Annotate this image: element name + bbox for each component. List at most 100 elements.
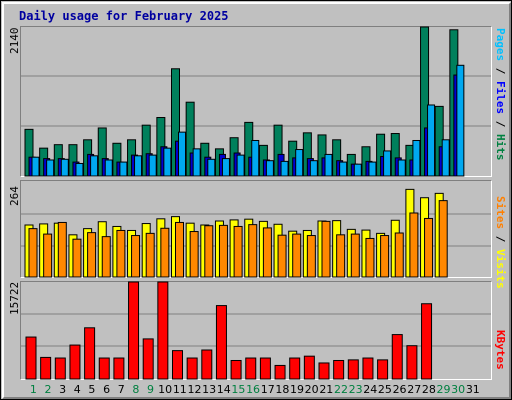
kbytes-bar — [391, 334, 403, 380]
day-label: 26 — [392, 383, 407, 396]
day-label: 29 — [436, 383, 451, 396]
pages-bar — [163, 147, 172, 177]
kbytes-bar — [377, 359, 389, 380]
sites-bar — [131, 235, 141, 278]
sites-bar — [189, 231, 199, 278]
day-label: 18 — [275, 383, 290, 396]
kbytes-bar — [172, 350, 183, 380]
kbytes-bar — [259, 357, 271, 380]
pages-bar — [339, 161, 348, 177]
kbytes-bar — [142, 338, 154, 380]
kbytes-bar — [84, 327, 96, 380]
sites-bar — [424, 217, 434, 278]
sites-bar — [438, 200, 448, 278]
day-label: 1 — [29, 383, 37, 396]
sites-bar — [116, 229, 126, 278]
sites-bar — [145, 232, 155, 278]
pages-bar — [31, 156, 40, 177]
day-label: 19 — [290, 383, 305, 396]
day-label: 17 — [260, 383, 275, 396]
day-label: 21 — [319, 383, 334, 396]
kbytes-bar — [303, 355, 315, 380]
kbytes-bar — [362, 357, 374, 380]
chart-title: Daily usage for February 2025 — [19, 9, 229, 23]
day-label: 7 — [117, 383, 125, 396]
kbytes-bar — [347, 359, 359, 380]
day-label: 31 — [465, 383, 480, 396]
sites-bar — [394, 232, 404, 278]
day-label: 16 — [246, 383, 261, 396]
sites-bar — [262, 227, 272, 278]
pages-bar — [441, 139, 450, 177]
pages-bar — [295, 149, 304, 177]
pages-bar — [456, 64, 465, 177]
day-label: 6 — [103, 383, 111, 396]
pages-bar — [75, 162, 84, 177]
day-label: 9 — [147, 383, 155, 396]
day-label: 3 — [59, 383, 67, 396]
sites-bar — [160, 227, 170, 278]
kbytes-bar — [230, 359, 242, 380]
pages-bar — [90, 155, 99, 177]
sites-bar — [72, 238, 82, 278]
sites-bar — [277, 234, 287, 278]
day-label: 10 — [158, 383, 173, 396]
kbytes-bar — [98, 357, 110, 380]
kbytes-bar — [128, 281, 140, 380]
day-label: 20 — [304, 383, 319, 396]
day-label: 2 — [44, 383, 52, 396]
sites-bar — [248, 224, 258, 278]
pages-bar — [397, 159, 406, 177]
sites-bar — [365, 237, 375, 278]
sites-bar — [28, 228, 38, 278]
day-label: 14 — [216, 383, 231, 396]
sites-bar — [218, 224, 228, 278]
pages-bar — [178, 131, 186, 177]
pages-bar — [383, 150, 392, 177]
day-label: 22 — [333, 383, 348, 396]
sites-bar — [175, 221, 184, 278]
pages-bar — [104, 159, 113, 177]
pages-bar — [207, 158, 216, 177]
kbytes-bar — [113, 357, 125, 380]
kbytes-bar — [333, 359, 345, 380]
sites-bar — [306, 235, 316, 278]
day-label: 5 — [88, 383, 96, 396]
pages-bar — [427, 104, 436, 177]
kbytes-bar — [289, 357, 301, 380]
kbytes-bar — [406, 345, 418, 380]
kbytes-bar — [201, 349, 213, 380]
sites-bar — [350, 233, 360, 278]
sites-bar — [57, 221, 67, 278]
pages-bar — [353, 163, 362, 177]
kbytes-bar — [318, 362, 330, 380]
kbytes-bar — [186, 357, 198, 380]
sites-bar — [101, 236, 111, 278]
sites-bar — [409, 212, 419, 278]
day-label: 11 — [172, 383, 187, 396]
pages-bar — [251, 139, 260, 177]
pages-bar — [134, 155, 143, 177]
day-label: 28 — [421, 383, 436, 396]
pages-bar — [119, 161, 128, 177]
pages-bar — [265, 160, 274, 177]
pages-bar — [148, 154, 157, 177]
sites-bar — [321, 220, 331, 278]
day-label: 8 — [132, 383, 140, 396]
day-label: 15 — [231, 383, 246, 396]
kbytes-bar — [274, 364, 286, 380]
kbytes-bar — [54, 357, 66, 380]
sites-bar — [292, 233, 302, 278]
pages-bar — [309, 160, 318, 177]
day-label: 12 — [187, 383, 202, 396]
day-label: 4 — [73, 383, 81, 396]
kbytes-bar — [421, 303, 433, 380]
sites-bar — [336, 234, 346, 278]
kbytes-bar — [25, 336, 37, 380]
pages-bar — [280, 160, 289, 177]
day-label: 30 — [451, 383, 466, 396]
day-label: 24 — [363, 383, 378, 396]
sites-bar — [233, 225, 243, 278]
